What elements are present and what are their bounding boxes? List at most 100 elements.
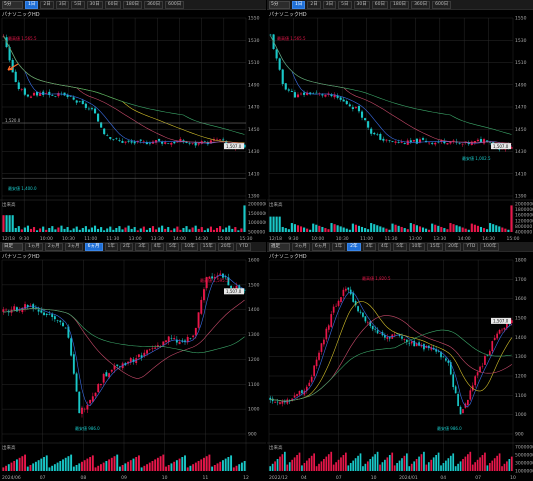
volume-bar xyxy=(219,226,222,232)
candle-body xyxy=(29,305,32,307)
candle-body xyxy=(48,91,51,96)
chart-canvas[interactable]: 1600 1500 1400 1300 1200 1100 1000 900 2024/06 07… xyxy=(0,242,266,481)
volume-bar xyxy=(367,229,370,232)
volume-bar xyxy=(437,225,440,232)
interval-dropdown[interactable]: 日足 xyxy=(2,242,23,251)
range-button[interactable]: 10年 xyxy=(408,242,425,251)
volume-bar xyxy=(139,228,142,232)
volume-bar xyxy=(345,228,348,232)
range-button[interactable]: 10年 xyxy=(181,242,198,251)
range-button[interactable]: 30日 xyxy=(353,0,370,9)
volume-bar xyxy=(186,467,189,471)
range-button[interactable]: 3年 xyxy=(135,242,149,251)
range-button[interactable]: 4年 xyxy=(150,242,164,251)
range-button[interactable]: 4年 xyxy=(377,242,392,251)
candle-body xyxy=(43,312,45,316)
candle-body xyxy=(324,94,327,97)
volume-bar xyxy=(45,229,48,232)
candle-body xyxy=(462,409,464,414)
candle-body xyxy=(357,306,359,312)
range-button[interactable]: 3ヵ月 xyxy=(64,242,83,251)
volume-bar xyxy=(469,451,472,471)
range-button[interactable]: 15年 xyxy=(426,242,444,251)
volume-bar xyxy=(369,459,372,471)
range-button[interactable]: 1ヵ月 xyxy=(25,242,43,251)
volume-bar xyxy=(148,227,151,232)
candle-body xyxy=(391,141,394,142)
candle-body xyxy=(51,314,54,318)
candle-body xyxy=(100,383,102,386)
range-button[interactable]: 6ヵ月 xyxy=(84,242,103,251)
range-button[interactable]: 360日 xyxy=(144,0,164,9)
range-button[interactable]: 600日 xyxy=(165,0,185,9)
candle-body xyxy=(330,94,333,97)
candle-body xyxy=(339,97,342,100)
range-button[interactable]: 2日 xyxy=(40,0,54,9)
range-button[interactable]: 3年 xyxy=(362,242,376,251)
range-button[interactable]: 5年 xyxy=(393,242,407,251)
volume-bar xyxy=(296,225,300,232)
time-axis-label: 14:30 xyxy=(482,236,495,242)
candle-body xyxy=(56,320,59,321)
range-button[interactable]: 2年 xyxy=(119,242,134,251)
interval-dropdown[interactable]: 週足 xyxy=(269,242,290,251)
price-axis-label: 1470 xyxy=(248,105,260,111)
chart-canvas[interactable]: 1800 1700 1600 1500 1400 1300 1200 1100 1000 900 2… xyxy=(267,242,533,481)
volume-bar xyxy=(418,456,420,471)
volume-bar xyxy=(349,463,352,471)
range-button[interactable]: 2年 xyxy=(347,242,361,251)
volume-bar xyxy=(145,229,148,232)
volume-bar xyxy=(464,456,467,471)
candle-body xyxy=(222,139,225,141)
interval-dropdown[interactable]: 5分 xyxy=(269,0,290,9)
chart-canvas[interactable]: 1550 1530 1510 1490 1470 1450 1430 1410 1390 12/1… xyxy=(0,0,266,242)
range-button[interactable]: 5日 xyxy=(338,0,352,9)
price-axis-label: 1490 xyxy=(248,82,260,88)
volume-bar xyxy=(103,230,106,232)
range-button[interactable]: YTD xyxy=(463,242,479,251)
range-button[interactable]: 20年 xyxy=(445,242,462,251)
chart-canvas[interactable]: 1550 1530 1510 1490 1470 1450 1430 1410 1390 12/1… xyxy=(267,0,533,242)
range-button[interactable]: 15年 xyxy=(199,242,216,251)
candle-body xyxy=(200,299,203,314)
range-button[interactable]: 60日 xyxy=(371,0,388,9)
arrow-annotation-icon xyxy=(7,63,19,71)
range-button[interactable]: 30日 xyxy=(86,0,103,9)
candle-body xyxy=(345,288,347,291)
volume-bar xyxy=(5,215,8,232)
range-button[interactable]: 5年 xyxy=(166,242,180,251)
volume-bar xyxy=(37,460,40,471)
range-button[interactable]: 1年 xyxy=(104,242,118,251)
volume-title: 出来高 xyxy=(2,201,16,208)
volume-bar xyxy=(325,456,328,471)
range-button[interactable]: 3日 xyxy=(322,0,337,9)
range-button[interactable]: 2日 xyxy=(307,0,321,9)
volume-bar xyxy=(102,462,105,471)
volume-bar xyxy=(391,223,394,232)
range-button[interactable]: 20年 xyxy=(217,242,235,251)
range-button[interactable]: 1日 xyxy=(292,0,306,9)
volume-bar xyxy=(162,454,165,471)
time-axis-label: 12/18 xyxy=(2,236,15,242)
price-axis-label: 1390 xyxy=(248,194,260,200)
interval-dropdown[interactable]: 5分 xyxy=(2,0,23,9)
range-button[interactable]: 360日 xyxy=(411,0,431,9)
range-button[interactable]: 60日 xyxy=(104,0,121,9)
range-button[interactable]: 6ヵ月 xyxy=(311,242,330,251)
range-button[interactable]: 2ヵ月 xyxy=(44,242,63,251)
range-button[interactable]: 100年 xyxy=(480,242,500,251)
candle-body xyxy=(219,273,222,275)
candle-body xyxy=(197,143,200,145)
range-button[interactable]: 180日 xyxy=(389,0,410,9)
candle-body xyxy=(70,338,73,356)
volume-bar xyxy=(348,229,351,232)
range-button[interactable]: 1日 xyxy=(25,0,39,9)
range-button[interactable]: 3日 xyxy=(55,0,70,9)
range-button[interactable]: 1年 xyxy=(331,242,346,251)
range-button[interactable]: 5日 xyxy=(71,0,85,9)
volume-bar xyxy=(14,227,17,232)
range-button[interactable]: 180日 xyxy=(122,0,143,9)
range-button[interactable]: 3ヵ月 xyxy=(292,242,310,251)
range-button[interactable]: YTD xyxy=(236,242,252,251)
range-button[interactable]: 600日 xyxy=(432,0,452,9)
